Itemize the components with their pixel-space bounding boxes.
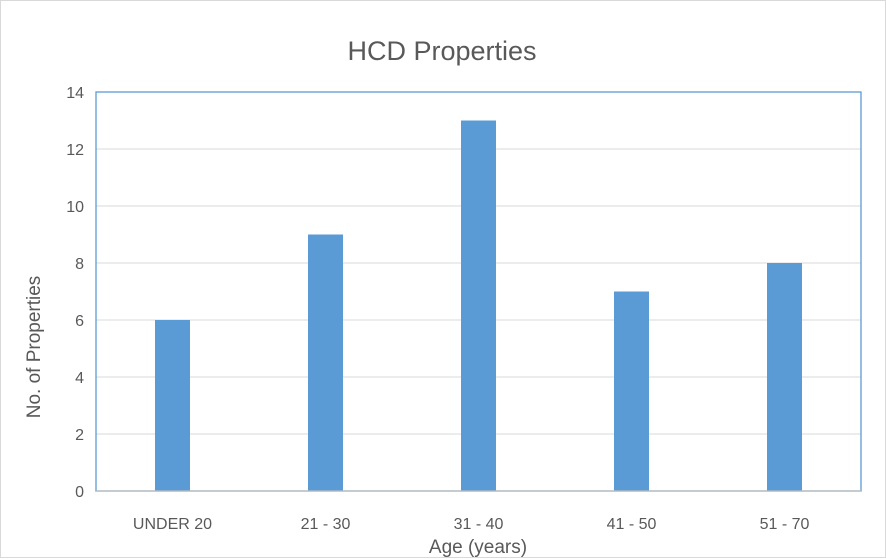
- bar-under-20: [155, 320, 190, 491]
- x-tick-label: 51 - 70: [760, 516, 810, 533]
- bar-51-70: [767, 263, 802, 491]
- bars: [155, 120, 802, 491]
- bar-31-40: [461, 120, 496, 491]
- chart-title: HCD Properties: [347, 36, 536, 66]
- y-tick-label: 0: [75, 484, 84, 501]
- y-tick-label: 10: [66, 199, 84, 216]
- x-tick-label: 41 - 50: [607, 516, 657, 533]
- y-tick-label: 4: [75, 370, 84, 387]
- y-tick-label: 2: [75, 427, 84, 444]
- x-axis-title: Age (years): [429, 537, 527, 558]
- x-tick-labels: UNDER 20 21 - 30 31 - 40 41 - 50 51 - 70: [133, 516, 810, 533]
- y-axis-title: No. of Properties: [24, 276, 45, 419]
- x-tick-label: UNDER 20: [133, 516, 212, 533]
- y-tick-label: 12: [66, 142, 84, 159]
- y-tick-labels: 0 2 4 6 8 10 12 14: [66, 85, 84, 501]
- x-tick-label: 21 - 30: [301, 516, 351, 533]
- y-tick-label: 14: [66, 85, 84, 102]
- y-tick-label: 8: [75, 256, 84, 273]
- y-tick-label: 6: [75, 313, 84, 330]
- bar-21-30: [308, 234, 343, 491]
- bar-41-50: [614, 291, 649, 491]
- x-tick-label: 31 - 40: [454, 516, 504, 533]
